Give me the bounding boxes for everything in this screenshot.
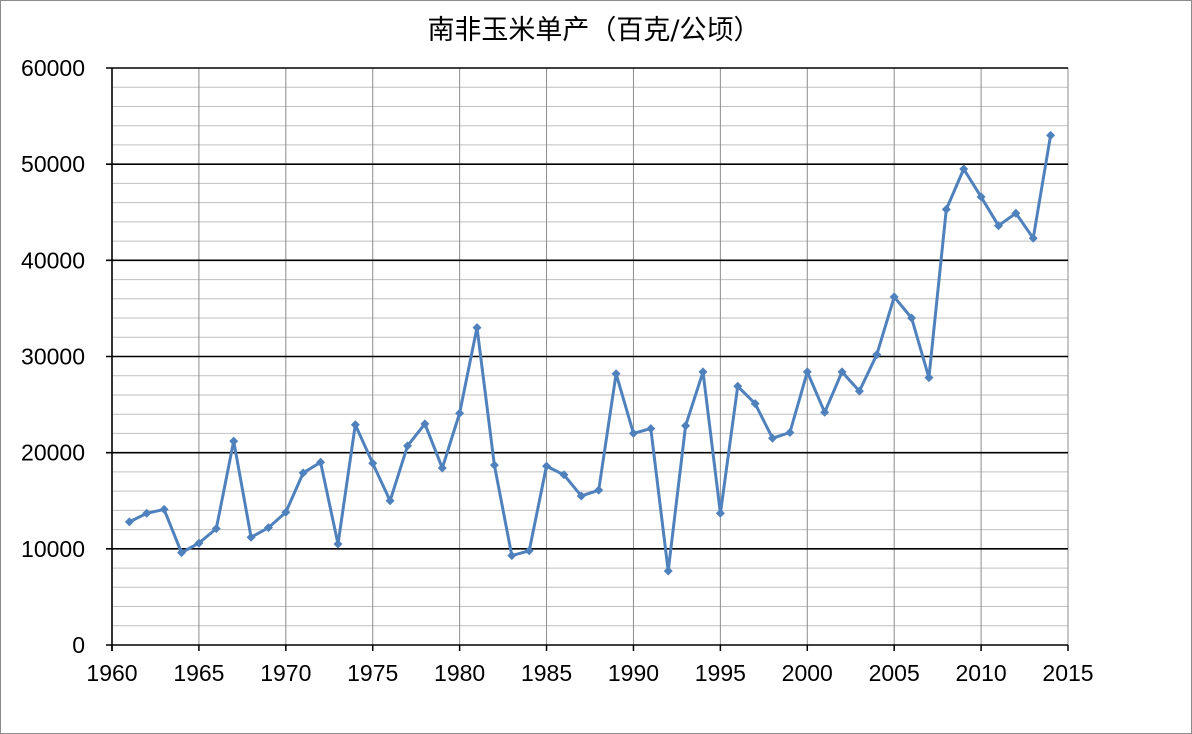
y-tick-label: 0	[72, 632, 85, 658]
data-point-marker	[1011, 208, 1021, 218]
x-tick-label: 2005	[869, 660, 920, 686]
data-point-marker	[159, 504, 169, 514]
y-tick-label: 60000	[21, 55, 85, 81]
data-point-marker	[594, 485, 604, 495]
y-tick-label: 10000	[21, 536, 85, 562]
data-point-marker	[524, 546, 534, 556]
data-point-marker	[733, 381, 743, 391]
data-point-marker	[455, 408, 465, 418]
data-point-marker	[628, 428, 638, 438]
data-point-marker	[298, 468, 308, 478]
series-layer	[124, 130, 1056, 576]
x-tick-label: 1985	[521, 660, 572, 686]
y-axis-tick-labels: 0 10000 20000 30000 40000 50000 60000	[21, 55, 85, 658]
data-point-marker	[837, 367, 847, 377]
data-point-marker	[350, 420, 360, 430]
y-tick-label: 30000	[21, 344, 85, 370]
data-point-marker	[976, 192, 986, 202]
data-point-marker	[820, 407, 830, 417]
data-point-marker	[681, 421, 691, 431]
data-point-marker	[507, 551, 517, 561]
data-point-marker	[420, 419, 430, 429]
data-point-marker	[211, 524, 221, 534]
data-point-marker	[907, 313, 917, 323]
data-point-marker	[559, 470, 569, 480]
data-point-marker	[750, 399, 760, 409]
data-point-marker	[229, 436, 239, 446]
data-point-marker	[402, 441, 412, 451]
data-point-marker	[959, 164, 969, 174]
x-tick-label: 2000	[782, 660, 833, 686]
x-tick-label: 1980	[434, 660, 485, 686]
data-point-marker	[472, 323, 482, 333]
data-point-marker	[768, 433, 778, 443]
x-tick-label: 1970	[260, 660, 311, 686]
series-line	[128, 135, 1053, 573]
data-point-marker	[124, 517, 134, 527]
data-point-marker	[993, 221, 1003, 231]
data-point-marker	[437, 463, 447, 473]
data-point-marker	[941, 204, 951, 214]
x-tick-label: 1975	[347, 660, 398, 686]
data-point-marker	[489, 460, 499, 470]
data-point-marker	[889, 292, 899, 302]
data-point-marker	[854, 386, 864, 396]
data-point-marker	[368, 458, 378, 468]
data-point-marker	[698, 367, 708, 377]
data-point-marker	[715, 508, 725, 518]
x-tick-label: 1995	[695, 660, 746, 686]
data-point-marker	[542, 461, 552, 471]
data-point-marker	[281, 507, 291, 517]
y-tick-label: 20000	[21, 440, 85, 466]
data-point-marker	[646, 424, 656, 434]
data-point-marker	[246, 532, 256, 542]
x-tick-label: 1960	[86, 660, 137, 686]
chart-title: 南非玉米单产（百克/公顷）	[427, 15, 760, 46]
y-tick-label: 40000	[21, 247, 85, 273]
data-point-marker	[194, 538, 204, 548]
data-point-marker	[263, 523, 273, 533]
data-point-marker	[785, 427, 795, 437]
data-point-marker	[576, 491, 586, 501]
data-point-marker	[333, 539, 343, 549]
x-tick-label: 1990	[608, 660, 659, 686]
x-tick-label: 2010	[956, 660, 1007, 686]
data-point-marker	[663, 566, 673, 576]
data-point-marker	[1046, 130, 1056, 140]
data-point-marker	[142, 508, 152, 518]
minor-gridlines	[112, 86, 1068, 627]
data-point-marker	[611, 369, 621, 379]
data-point-marker	[872, 350, 882, 360]
data-point-marker	[924, 373, 934, 383]
data-point-marker	[385, 496, 395, 506]
data-point-marker	[316, 457, 326, 467]
x-tick-label: 1965	[173, 660, 224, 686]
data-point-marker	[177, 548, 187, 558]
x-tick-label: 2015	[1042, 660, 1093, 686]
data-point-marker	[1028, 233, 1038, 243]
x-axis-tick-labels: 1960 1965 1970 1975 1980 1985 1990 1995 2000 2005…	[86, 660, 1093, 686]
y-tick-label: 50000	[21, 151, 85, 177]
major-gridlines	[106, 67, 1068, 651]
data-point-marker	[802, 367, 812, 377]
